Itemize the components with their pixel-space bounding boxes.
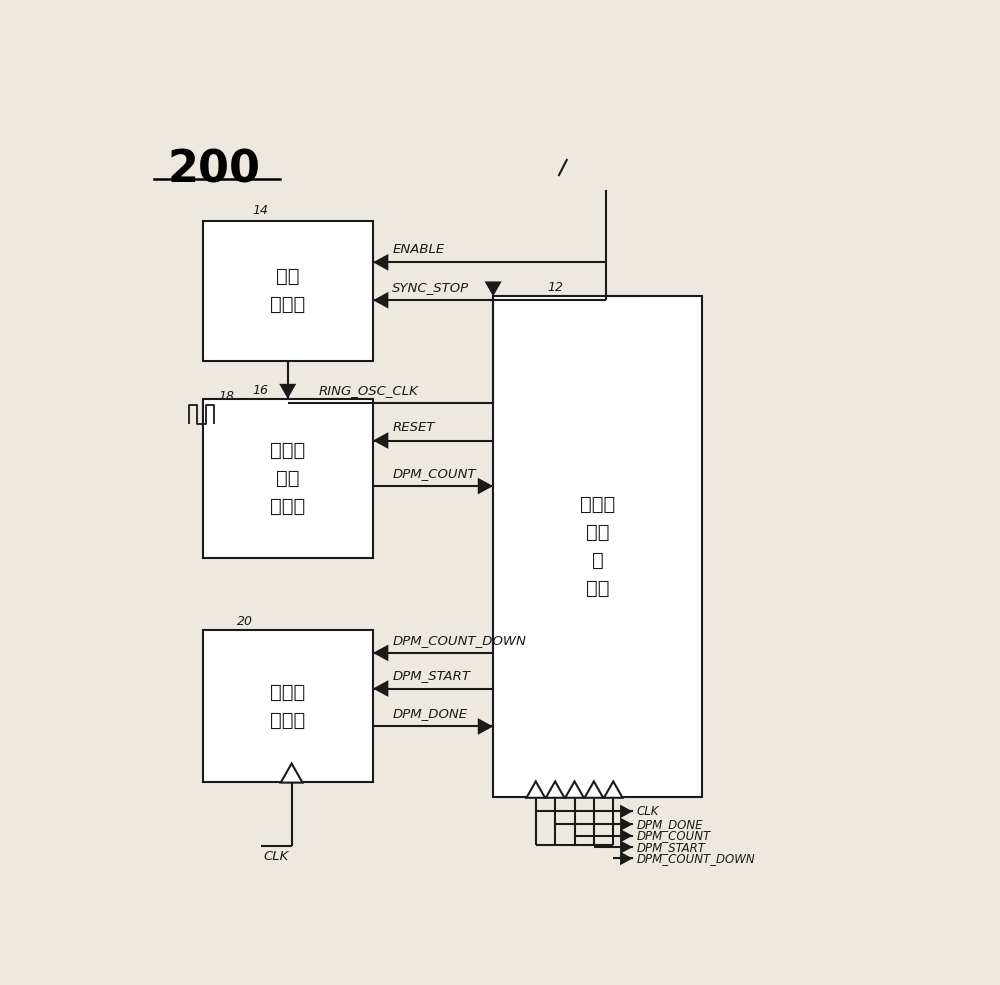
Polygon shape (373, 292, 388, 308)
Polygon shape (620, 852, 633, 865)
Text: 暂存器
介面
与
控制: 暂存器 介面 与 控制 (580, 495, 615, 598)
Polygon shape (373, 432, 388, 449)
Text: DPM_START: DPM_START (637, 840, 705, 854)
Polygon shape (620, 828, 633, 842)
Polygon shape (585, 781, 603, 798)
Text: 20: 20 (237, 615, 253, 627)
Text: 12: 12 (547, 281, 563, 295)
Text: DPM_COUNT: DPM_COUNT (637, 829, 711, 842)
Text: SYNC_STOP: SYNC_STOP (392, 281, 470, 295)
Polygon shape (565, 781, 584, 798)
Text: 14: 14 (253, 204, 269, 217)
Text: DPM_DONE: DPM_DONE (637, 818, 703, 830)
Polygon shape (373, 681, 388, 697)
Text: 非同步
洗波
计数器: 非同步 洗波 计数器 (270, 441, 305, 516)
Polygon shape (604, 781, 623, 798)
Text: ENABLE: ENABLE (392, 243, 445, 256)
Polygon shape (281, 763, 302, 783)
Polygon shape (279, 384, 296, 399)
Text: 18: 18 (218, 390, 234, 404)
Polygon shape (620, 805, 633, 819)
Bar (202, 630, 373, 782)
Text: DPM_COUNT: DPM_COUNT (392, 467, 476, 480)
Text: DPM_COUNT_DOWN: DPM_COUNT_DOWN (392, 633, 526, 647)
Polygon shape (620, 840, 633, 854)
Polygon shape (373, 254, 388, 271)
Text: CLK: CLK (263, 850, 289, 863)
Text: DPM_COUNT_DOWN: DPM_COUNT_DOWN (637, 852, 755, 865)
Text: 环型
共振器: 环型 共振器 (270, 267, 305, 314)
Polygon shape (620, 818, 633, 831)
Polygon shape (478, 718, 493, 735)
Bar (202, 221, 373, 361)
Text: RESET: RESET (392, 422, 435, 434)
Text: 200: 200 (168, 149, 261, 191)
Polygon shape (373, 644, 388, 661)
Bar (202, 399, 373, 558)
Polygon shape (546, 781, 564, 798)
Polygon shape (526, 781, 545, 798)
Text: 本地端
计数器: 本地端 计数器 (270, 683, 305, 730)
Text: DPM_START: DPM_START (392, 670, 470, 683)
Text: 16: 16 (253, 384, 269, 397)
Polygon shape (485, 282, 502, 296)
Bar (493, 296, 702, 797)
Text: CLK: CLK (637, 805, 659, 818)
Text: DPM_DONE: DPM_DONE (392, 707, 468, 720)
Polygon shape (478, 478, 493, 494)
Text: RING_OSC_CLK: RING_OSC_CLK (319, 383, 419, 397)
